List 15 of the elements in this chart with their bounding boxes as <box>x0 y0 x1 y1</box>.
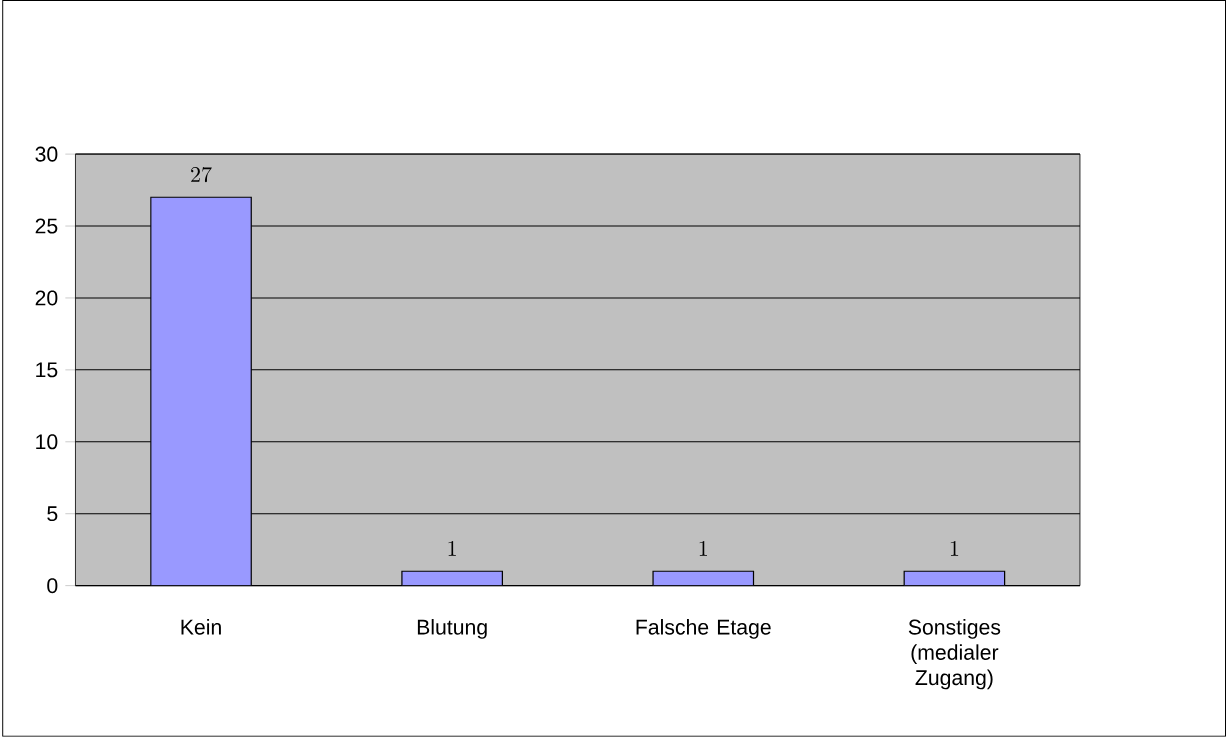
y-tick-label: 10 <box>36 434 58 450</box>
y-tick-label: 0 <box>47 578 58 594</box>
y-tick-label: 20 <box>35 290 58 306</box>
y-tick-label: 30 <box>35 146 58 162</box>
y-tick-label: 25 <box>35 218 58 234</box>
data-label: 27 <box>191 167 212 183</box>
x-tick-label: Kein <box>181 619 221 635</box>
y-tick-label: 15 <box>36 362 58 378</box>
data-label: 1 <box>448 541 456 556</box>
data-label: 1 <box>950 541 959 556</box>
x-tick-label: Blutung <box>417 619 487 639</box>
data-label: 1 <box>699 541 707 556</box>
x-tick-label: Sonstiges (medialer Zugang) <box>908 619 1001 690</box>
x-tick-label: Falsche Etage <box>636 619 771 639</box>
y-tick-label: 5 <box>47 506 58 522</box>
